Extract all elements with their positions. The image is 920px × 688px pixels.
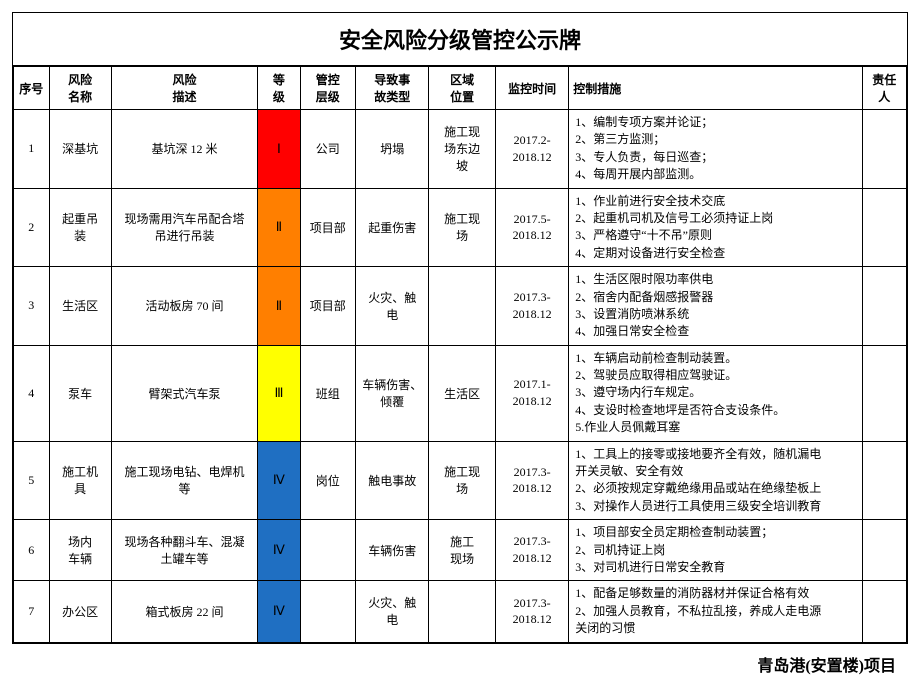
risk-table: 序号 风险名称 风险描述 等级 管控层级 导致事故类型 区域位置 监控时间 控制… xyxy=(13,66,907,643)
cell-type: 起重伤害 xyxy=(356,188,429,267)
table-row: 1深基坑基坑深 12 米Ⅰ公司坍塌施工现场东边坡2017.2-2018.121、… xyxy=(14,110,907,189)
cell-desc: 现场需用汽车吊配合塔吊进行吊装 xyxy=(111,188,258,267)
col-type: 导致事故类型 xyxy=(356,67,429,110)
cell-level: Ⅳ xyxy=(258,520,300,581)
cell-level: Ⅱ xyxy=(258,267,300,346)
cell-measures: 1、编制专项方案并论证；2、第三方监测；3、专人负责，每日巡查；4、每周开展内部… xyxy=(569,110,862,189)
cell-type: 触电事故 xyxy=(356,441,429,520)
cell-desc: 现场各种翻斗车、混凝土罐车等 xyxy=(111,520,258,581)
cell-type: 车辆伤害 xyxy=(356,520,429,581)
board-title: 安全风险分级管控公示牌 xyxy=(13,13,907,66)
cell-ctrl: 公司 xyxy=(300,110,356,189)
cell-resp xyxy=(862,110,906,189)
cell-desc: 臂架式汽车泵 xyxy=(111,345,258,441)
col-name: 风险名称 xyxy=(49,67,111,110)
cell-name: 场内车辆 xyxy=(49,520,111,581)
cell-name: 泵车 xyxy=(49,345,111,441)
cell-desc: 活动板房 70 间 xyxy=(111,267,258,346)
cell-level: Ⅲ xyxy=(258,345,300,441)
cell-seq: 1 xyxy=(14,110,50,189)
cell-loc: 生活区 xyxy=(429,345,496,441)
cell-time: 2017.3-2018.12 xyxy=(496,267,569,346)
cell-loc: 施工现场 xyxy=(429,188,496,267)
header-row: 序号 风险名称 风险描述 等级 管控层级 导致事故类型 区域位置 监控时间 控制… xyxy=(14,67,907,110)
col-meas: 控制措施 xyxy=(569,67,862,110)
cell-loc: 施工现场东边坡 xyxy=(429,110,496,189)
cell-resp xyxy=(862,441,906,520)
cell-type: 火灾、触电 xyxy=(356,267,429,346)
cell-ctrl: 岗位 xyxy=(300,441,356,520)
cell-name: 施工机具 xyxy=(49,441,111,520)
cell-time: 2017.3-2018.12 xyxy=(496,441,569,520)
table-row: 4泵车臂架式汽车泵Ⅲ班组车辆伤害、倾覆生活区2017.1-2018.121、车辆… xyxy=(14,345,907,441)
cell-type: 火灾、触电 xyxy=(356,581,429,642)
cell-seq: 4 xyxy=(14,345,50,441)
cell-seq: 7 xyxy=(14,581,50,642)
cell-loc xyxy=(429,581,496,642)
table-row: 2起重吊装现场需用汽车吊配合塔吊进行吊装Ⅱ项目部起重伤害施工现场2017.5-2… xyxy=(14,188,907,267)
cell-time: 2017.5-2018.12 xyxy=(496,188,569,267)
cell-measures: 1、配备足够数量的消防器材并保证合格有效2、加强人员教育，不私拉乱接，养成人走电… xyxy=(569,581,862,642)
cell-time: 2017.1-2018.12 xyxy=(496,345,569,441)
cell-ctrl: 项目部 xyxy=(300,188,356,267)
cell-level: Ⅳ xyxy=(258,441,300,520)
cell-level: Ⅱ xyxy=(258,188,300,267)
col-desc: 风险描述 xyxy=(111,67,258,110)
cell-measures: 1、车辆启动前检查制动装置。2、驾驶员应取得相应驾驶证。3、遵守场内行车规定。4… xyxy=(569,345,862,441)
cell-measures: 1、项目部安全员定期检查制动装置；2、司机持证上岗3、对司机进行日常安全教育 xyxy=(569,520,862,581)
cell-resp xyxy=(862,520,906,581)
cell-measures: 1、工具上的接零或接地要齐全有效，随机漏电开关灵敏、安全有效2、必须按规定穿戴绝… xyxy=(569,441,862,520)
table-row: 7办公区箱式板房 22 间Ⅳ 火灾、触电 2017.3-2018.121、配备足够数… xyxy=(14,581,907,642)
board-footer: 青岛港(安置楼)项目 xyxy=(12,644,908,676)
cell-resp xyxy=(862,188,906,267)
table-row: 6场内车辆现场各种翻斗车、混凝土罐车等Ⅳ 车辆伤害施工现场2017.3-2018.… xyxy=(14,520,907,581)
col-level: 等级 xyxy=(258,67,300,110)
cell-loc xyxy=(429,267,496,346)
cell-name: 深基坑 xyxy=(49,110,111,189)
col-seq: 序号 xyxy=(14,67,50,110)
cell-seq: 5 xyxy=(14,441,50,520)
cell-type: 坍塌 xyxy=(356,110,429,189)
cell-seq: 3 xyxy=(14,267,50,346)
risk-board: 安全风险分级管控公示牌 序号 风险名称 风险描述 等级 管控层级 导致事故类型 … xyxy=(12,12,908,644)
col-time: 监控时间 xyxy=(496,67,569,110)
cell-time: 2017.3-2018.12 xyxy=(496,581,569,642)
cell-desc: 施工现场电钻、电焊机等 xyxy=(111,441,258,520)
cell-ctrl: 项目部 xyxy=(300,267,356,346)
cell-seq: 6 xyxy=(14,520,50,581)
cell-measures: 1、作业前进行安全技术交底2、起重机司机及信号工必须持证上岗3、严格遵守“十不吊… xyxy=(569,188,862,267)
cell-desc: 基坑深 12 米 xyxy=(111,110,258,189)
col-loc: 区域位置 xyxy=(429,67,496,110)
cell-resp xyxy=(862,267,906,346)
table-row: 5施工机具施工现场电钻、电焊机等Ⅳ岗位触电事故施工现场2017.3-2018.1… xyxy=(14,441,907,520)
cell-type: 车辆伤害、倾覆 xyxy=(356,345,429,441)
cell-name: 生活区 xyxy=(49,267,111,346)
table-row: 3生活区活动板房 70 间Ⅱ项目部火灾、触电 2017.3-2018.121、生活… xyxy=(14,267,907,346)
cell-measures: 1、生活区限时限功率供电2、宿舍内配备烟感报警器3、设置消防喷淋系统4、加强日常… xyxy=(569,267,862,346)
cell-resp xyxy=(862,581,906,642)
cell-ctrl xyxy=(300,520,356,581)
cell-seq: 2 xyxy=(14,188,50,267)
col-resp: 责任人 xyxy=(862,67,906,110)
cell-loc: 施工现场 xyxy=(429,441,496,520)
cell-time: 2017.3-2018.12 xyxy=(496,520,569,581)
cell-ctrl: 班组 xyxy=(300,345,356,441)
col-ctrl: 管控层级 xyxy=(300,67,356,110)
cell-desc: 箱式板房 22 间 xyxy=(111,581,258,642)
cell-name: 办公区 xyxy=(49,581,111,642)
cell-ctrl xyxy=(300,581,356,642)
cell-loc: 施工现场 xyxy=(429,520,496,581)
cell-level: Ⅰ xyxy=(258,110,300,189)
cell-level: Ⅳ xyxy=(258,581,300,642)
cell-resp xyxy=(862,345,906,441)
cell-name: 起重吊装 xyxy=(49,188,111,267)
cell-time: 2017.2-2018.12 xyxy=(496,110,569,189)
